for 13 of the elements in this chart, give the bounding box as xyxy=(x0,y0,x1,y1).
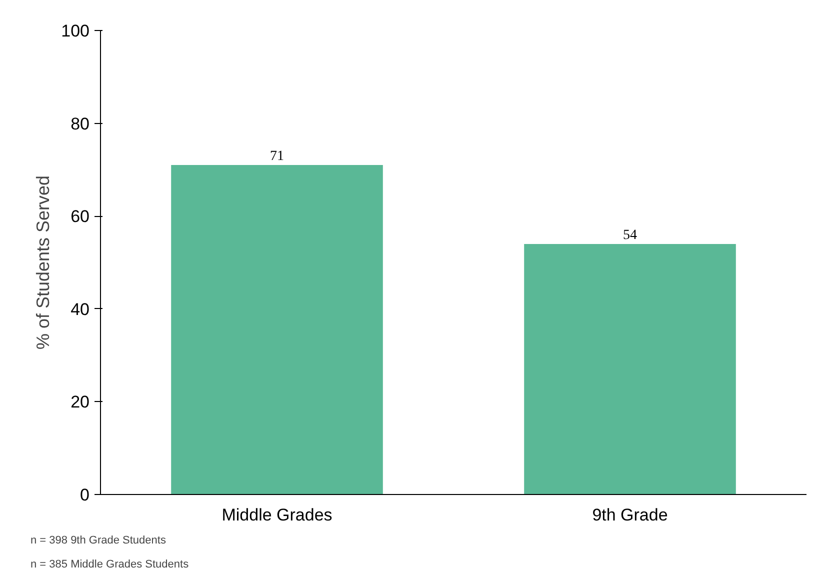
y-axis-title: % of Students Served xyxy=(33,175,54,350)
x-tick-label: Middle Grades xyxy=(222,506,332,524)
y-tick-label: 20 xyxy=(70,392,90,412)
x-tick-label: 9th Grade xyxy=(592,506,668,524)
data-label: 71 xyxy=(270,149,284,164)
y-tick-label: 40 xyxy=(70,300,90,319)
text: n = 398 9th Grade Students xyxy=(30,534,166,546)
y-tick-label: 100 xyxy=(61,22,90,40)
y-tick-label: 80 xyxy=(70,114,90,134)
data-label: 54 xyxy=(623,228,637,243)
text: n = 385 Middle Grades Students xyxy=(30,558,190,570)
y-tick-label: 0 xyxy=(80,486,90,504)
y-tick-label: 60 xyxy=(70,207,90,226)
